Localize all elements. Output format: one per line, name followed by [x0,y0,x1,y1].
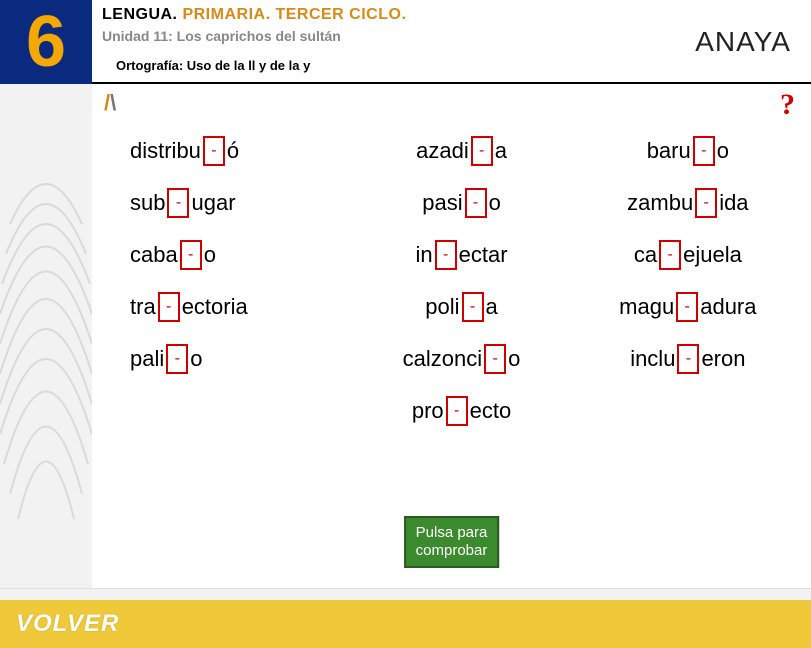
word-grid: distribu-óazadi-abaru-osub-ugarpasi-ozam… [122,136,801,448]
word-cell: magu-adura [575,292,801,322]
level-label: PRIMARIA. TERCER CICLO. [182,6,406,23]
word-cell [122,396,348,426]
word-cell: in-ectar [348,240,574,270]
word-prefix: inclu [630,346,675,372]
letter-blank[interactable]: - [465,188,487,218]
word-row: pro-ecto [122,396,801,426]
word-prefix: in [416,242,433,268]
word-suffix: a [495,138,507,164]
word-suffix: ó [227,138,239,164]
word-cell: azadi-a [348,136,574,166]
word-suffix: ida [719,190,748,216]
header-text: LENGUA. PRIMARIA. TERCER CICLO. Unidad 1… [102,6,631,73]
app-root: { "header": { "grade": "6", "subject_bla… [0,0,811,648]
word-suffix: ectoria [182,294,248,320]
word-row: sub-ugarpasi-ozambu-ida [122,188,801,218]
letter-blank[interactable]: - [695,188,717,218]
letter-blank[interactable]: - [471,136,493,166]
help-icon[interactable]: ? [780,88,795,122]
letter-blank[interactable]: - [435,240,457,270]
letter-blank[interactable]: - [166,344,188,374]
word-prefix: baru [647,138,691,164]
word-suffix: adura [700,294,756,320]
unit-label: Unidad 11: Los caprichos del sultán [102,28,631,44]
word-prefix: calzonci [403,346,482,372]
word-prefix: pro [412,398,444,424]
word-prefix: ca [634,242,657,268]
word-cell: distribu-ó [122,136,348,166]
word-cell: sub-ugar [122,188,348,218]
word-prefix: sub [130,190,165,216]
letter-blank[interactable]: - [693,136,715,166]
word-prefix: caba [130,242,178,268]
grade-badge: 6 [0,0,92,84]
word-cell: calzonci-o [348,344,574,374]
letter-blank[interactable]: - [180,240,202,270]
word-cell: baru-o [575,136,801,166]
word-cell: pro-ecto [348,396,574,426]
word-suffix: ejuela [683,242,742,268]
fingerprint-icon [0,84,92,588]
word-cell: pasi-o [348,188,574,218]
brand-logo: ANAYA [695,26,791,58]
word-prefix: zambu [627,190,693,216]
exercise-panel: /\ ? distribu-óazadi-abaru-osub-ugarpasi… [92,84,811,588]
subject-label: LENGUA. [102,6,182,23]
word-cell: inclu-eron [575,344,801,374]
word-row: caba-oin-ectarca-ejuela [122,240,801,270]
word-prefix: pali [130,346,164,372]
topic-label: Ortografía: Uso de la ll y de la y [116,58,631,73]
word-row: pali-ocalzonci-oinclu-eron [122,344,801,374]
header-bar: 6 LENGUA. PRIMARIA. TERCER CICLO. Unidad… [0,0,811,84]
letter-blank[interactable]: - [462,292,484,322]
word-suffix: a [486,294,498,320]
word-row: tra-ectoriapoli-amagu-adura [122,292,801,322]
word-cell [575,396,801,426]
word-prefix: distribu [130,138,201,164]
word-cell: tra-ectoria [122,292,348,322]
letter-blank[interactable]: - [484,344,506,374]
letter-blank[interactable]: - [446,396,468,426]
letter-blank[interactable]: - [659,240,681,270]
word-suffix: o [190,346,202,372]
letter-blank[interactable]: - [158,292,180,322]
word-cell: pali-o [122,344,348,374]
word-cell: poli-a [348,292,574,322]
check-button[interactable]: Pulsa paracomprobar [404,516,500,568]
word-prefix: magu [619,294,674,320]
word-suffix: ugar [191,190,235,216]
letter-blank[interactable]: - [203,136,225,166]
letter-blank[interactable]: - [676,292,698,322]
footer-divider [0,588,811,600]
footer: VOLVER [0,588,811,648]
subject-line: LENGUA. PRIMARIA. TERCER CICLO. [102,6,631,24]
sidebar-fingerprint [0,84,92,588]
word-prefix: tra [130,294,156,320]
back-button[interactable]: VOLVER [16,610,119,638]
mini-logo-icon: /\ [104,90,116,116]
word-suffix: o [508,346,520,372]
letter-blank[interactable]: - [677,344,699,374]
word-suffix: o [489,190,501,216]
word-prefix: azadi [416,138,469,164]
word-row: distribu-óazadi-abaru-o [122,136,801,166]
word-cell: ca-ejuela [575,240,801,270]
word-cell: zambu-ida [575,188,801,218]
word-suffix: eron [701,346,745,372]
word-suffix: ecto [470,398,512,424]
word-cell: caba-o [122,240,348,270]
footer-bar: VOLVER [0,600,811,648]
word-suffix: ectar [459,242,508,268]
word-prefix: poli [425,294,459,320]
content-toolbar: /\ ? [100,88,801,122]
word-prefix: pasi [422,190,462,216]
letter-blank[interactable]: - [167,188,189,218]
word-suffix: o [204,242,216,268]
word-suffix: o [717,138,729,164]
grade-number: 6 [26,6,66,78]
